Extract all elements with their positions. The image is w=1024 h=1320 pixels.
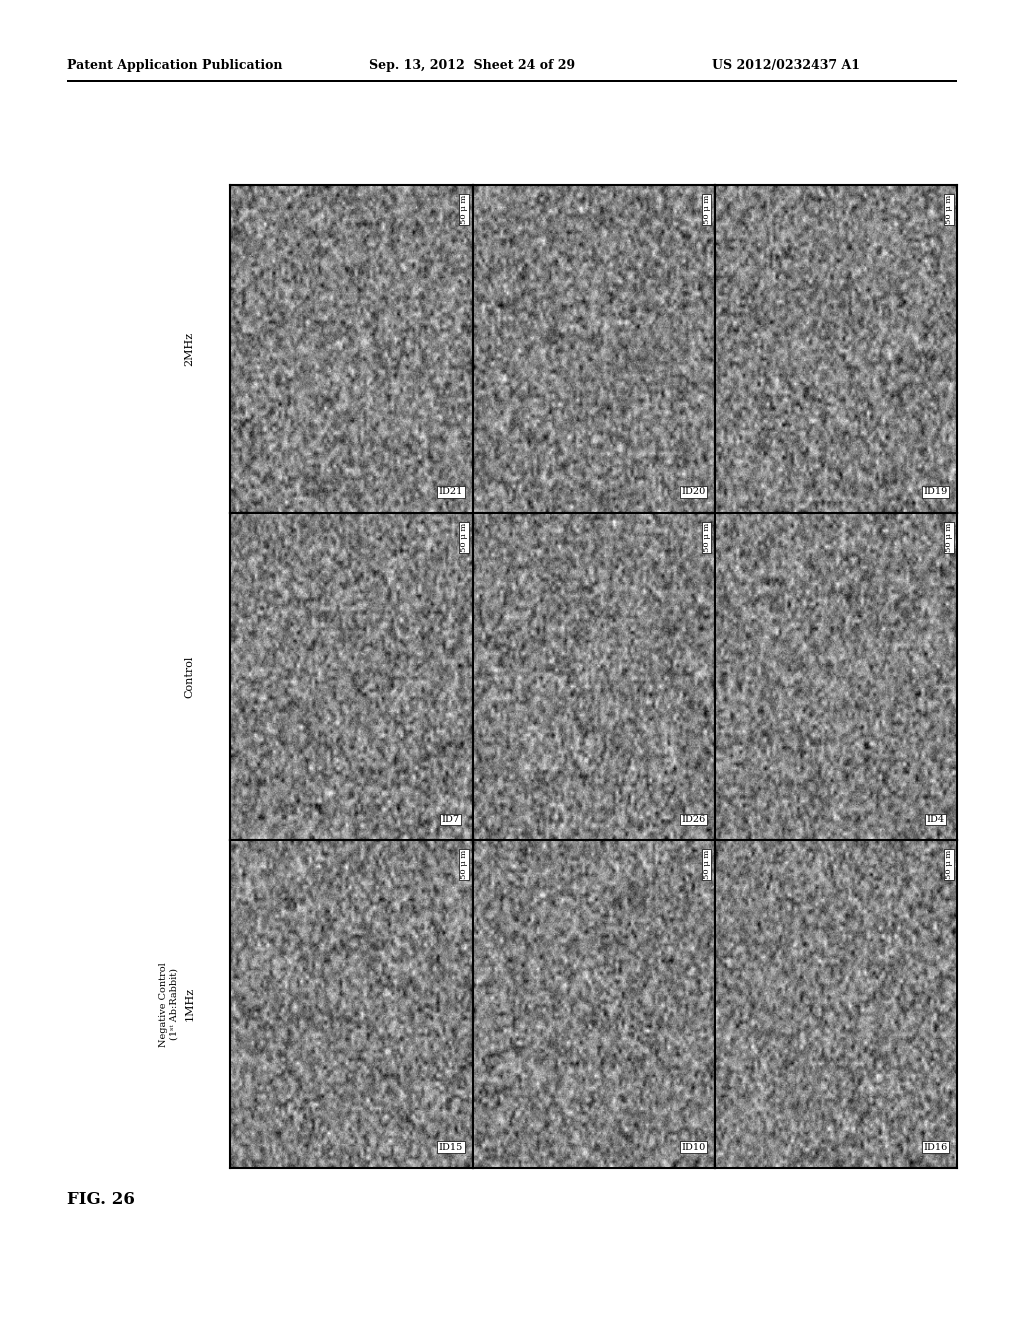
Text: 50 μ m: 50 μ m bbox=[702, 523, 711, 552]
Text: 50 μ m: 50 μ m bbox=[702, 850, 711, 879]
Text: 50 μ m: 50 μ m bbox=[460, 194, 468, 224]
Text: ID21: ID21 bbox=[438, 487, 463, 496]
Text: 50 μ m: 50 μ m bbox=[945, 850, 953, 879]
Text: Negative Control
(1ˢᵗ Ab:Rabbit): Negative Control (1ˢᵗ Ab:Rabbit) bbox=[160, 962, 178, 1047]
Text: 50 μ m: 50 μ m bbox=[945, 194, 953, 224]
Text: FIG. 26: FIG. 26 bbox=[67, 1191, 134, 1208]
Text: 50 μ m: 50 μ m bbox=[702, 194, 711, 224]
Text: 50 μ m: 50 μ m bbox=[460, 850, 468, 879]
Text: 2MHz: 2MHz bbox=[184, 331, 195, 366]
Text: ID7: ID7 bbox=[442, 814, 460, 824]
Text: ID16: ID16 bbox=[924, 1143, 948, 1152]
Text: ID26: ID26 bbox=[681, 814, 706, 824]
Text: ID10: ID10 bbox=[681, 1143, 706, 1152]
Text: ID20: ID20 bbox=[681, 487, 706, 496]
Text: 50 μ m: 50 μ m bbox=[945, 523, 953, 552]
Text: ID19: ID19 bbox=[924, 487, 948, 496]
Text: 50 μ m: 50 μ m bbox=[460, 523, 468, 552]
Text: Patent Application Publication: Patent Application Publication bbox=[67, 59, 282, 73]
Text: ID4: ID4 bbox=[927, 814, 945, 824]
Text: ID15: ID15 bbox=[439, 1143, 463, 1152]
Text: Sep. 13, 2012  Sheet 24 of 29: Sep. 13, 2012 Sheet 24 of 29 bbox=[369, 59, 574, 73]
Text: 1MHz: 1MHz bbox=[184, 987, 195, 1022]
Text: Control: Control bbox=[184, 655, 195, 698]
Text: US 2012/0232437 A1: US 2012/0232437 A1 bbox=[712, 59, 860, 73]
